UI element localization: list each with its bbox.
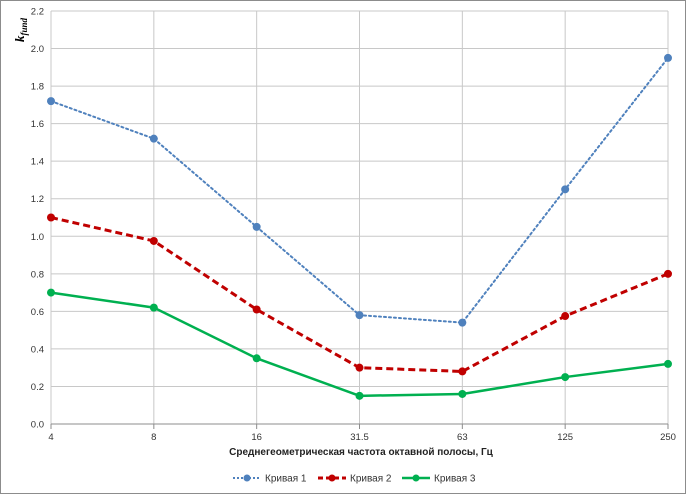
series-1 <box>47 53 672 327</box>
y-tick-label: 2.2 <box>31 7 44 18</box>
legend-label: Кривая 3 <box>434 474 476 485</box>
legend-swatch-marker <box>328 474 336 482</box>
data-point <box>252 222 261 231</box>
y-tick-label: 1.6 <box>31 119 44 130</box>
data-point <box>664 269 672 278</box>
legend-swatch-marker <box>243 474 251 482</box>
data-point <box>149 236 158 245</box>
x-tick-labels: 4 8 16 31.5 63 125 250 <box>48 432 676 443</box>
legend: Кривая 1 Кривая 2 Кривая 3 <box>233 474 476 485</box>
data-point <box>664 359 672 368</box>
y-axis-label-main: k <box>12 35 27 42</box>
data-point <box>47 97 55 106</box>
data-point <box>355 311 364 320</box>
data-point <box>149 303 158 312</box>
y-tick-label: 0.2 <box>31 382 44 393</box>
x-tick-label: 8 <box>151 432 156 443</box>
y-tick-label: 1.4 <box>31 157 44 168</box>
data-point <box>458 389 467 398</box>
data-point <box>561 373 570 382</box>
y-tick-label: 1.2 <box>31 194 44 205</box>
x-tick-label: 4 <box>48 432 53 443</box>
y-tick-label: 0.0 <box>31 420 44 431</box>
y-tick-label: 0.4 <box>31 344 44 355</box>
y-tick-label: 1.8 <box>31 82 44 93</box>
legend-swatch-marker <box>412 474 420 482</box>
series-3 <box>47 288 672 400</box>
data-point <box>252 354 261 363</box>
data-point <box>149 134 158 143</box>
data-point <box>47 213 55 222</box>
data-point <box>355 363 364 372</box>
x-tick-label: 125 <box>557 432 573 443</box>
x-tick-label: 31.5 <box>350 432 369 443</box>
legend-item: Кривая 3 <box>402 474 476 485</box>
y-tick-label: 0.8 <box>31 269 44 280</box>
y-axis-label: kfund <box>12 18 29 43</box>
y-axis-label-subscript: fund <box>19 18 29 36</box>
data-point <box>47 288 55 297</box>
data-point <box>664 53 672 62</box>
x-tick-label: 16 <box>251 432 262 443</box>
y-tick-label: 1.0 <box>31 232 44 243</box>
x-tick-label: 250 <box>660 432 676 443</box>
series-2 <box>47 213 672 376</box>
data-point <box>561 185 570 194</box>
y-tick-label: 0.6 <box>31 307 44 318</box>
y-tick-label: 2.0 <box>31 44 44 55</box>
x-axis-label: Среднегеометрическая частота октавной по… <box>229 447 494 458</box>
legend-label: Кривая 1 <box>265 474 307 485</box>
legend-item: Кривая 1 <box>233 474 307 485</box>
data-point <box>458 318 467 327</box>
grid-lines <box>50 10 669 429</box>
legend-label: Кривая 2 <box>350 474 392 485</box>
y-tick-labels: 0.0 0.2 0.4 0.6 0.8 1.0 1.2 1.4 1.6 1.8 2.0 2.2 <box>31 7 44 431</box>
legend-item: Кривая 2 <box>318 474 392 485</box>
data-point <box>252 305 261 314</box>
x-tick-label: 63 <box>457 432 468 443</box>
series-group <box>47 53 672 400</box>
data-point <box>561 312 570 321</box>
data-point <box>458 367 467 376</box>
data-point <box>355 391 364 400</box>
